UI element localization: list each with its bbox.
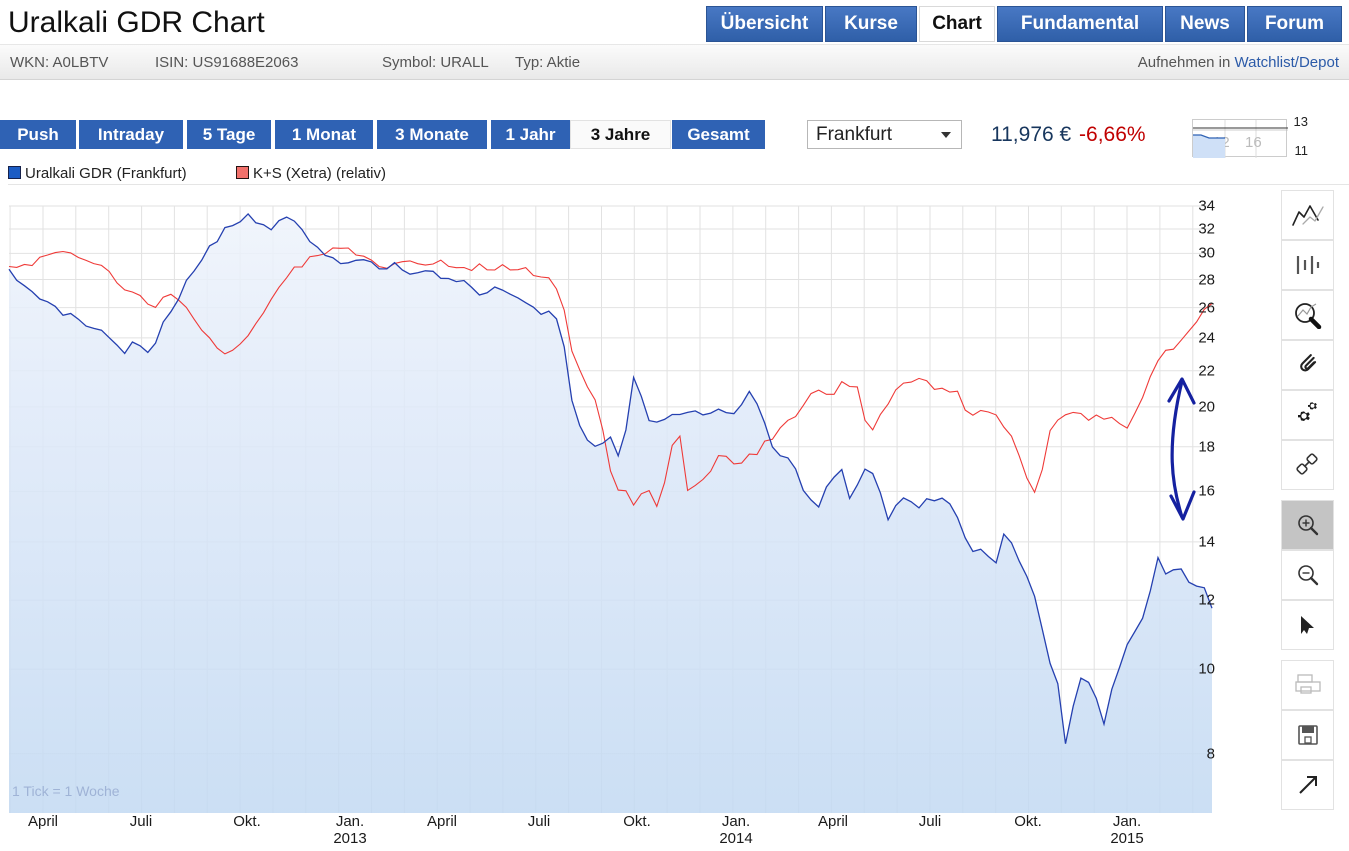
svg-text:16: 16 <box>1245 134 1262 151</box>
